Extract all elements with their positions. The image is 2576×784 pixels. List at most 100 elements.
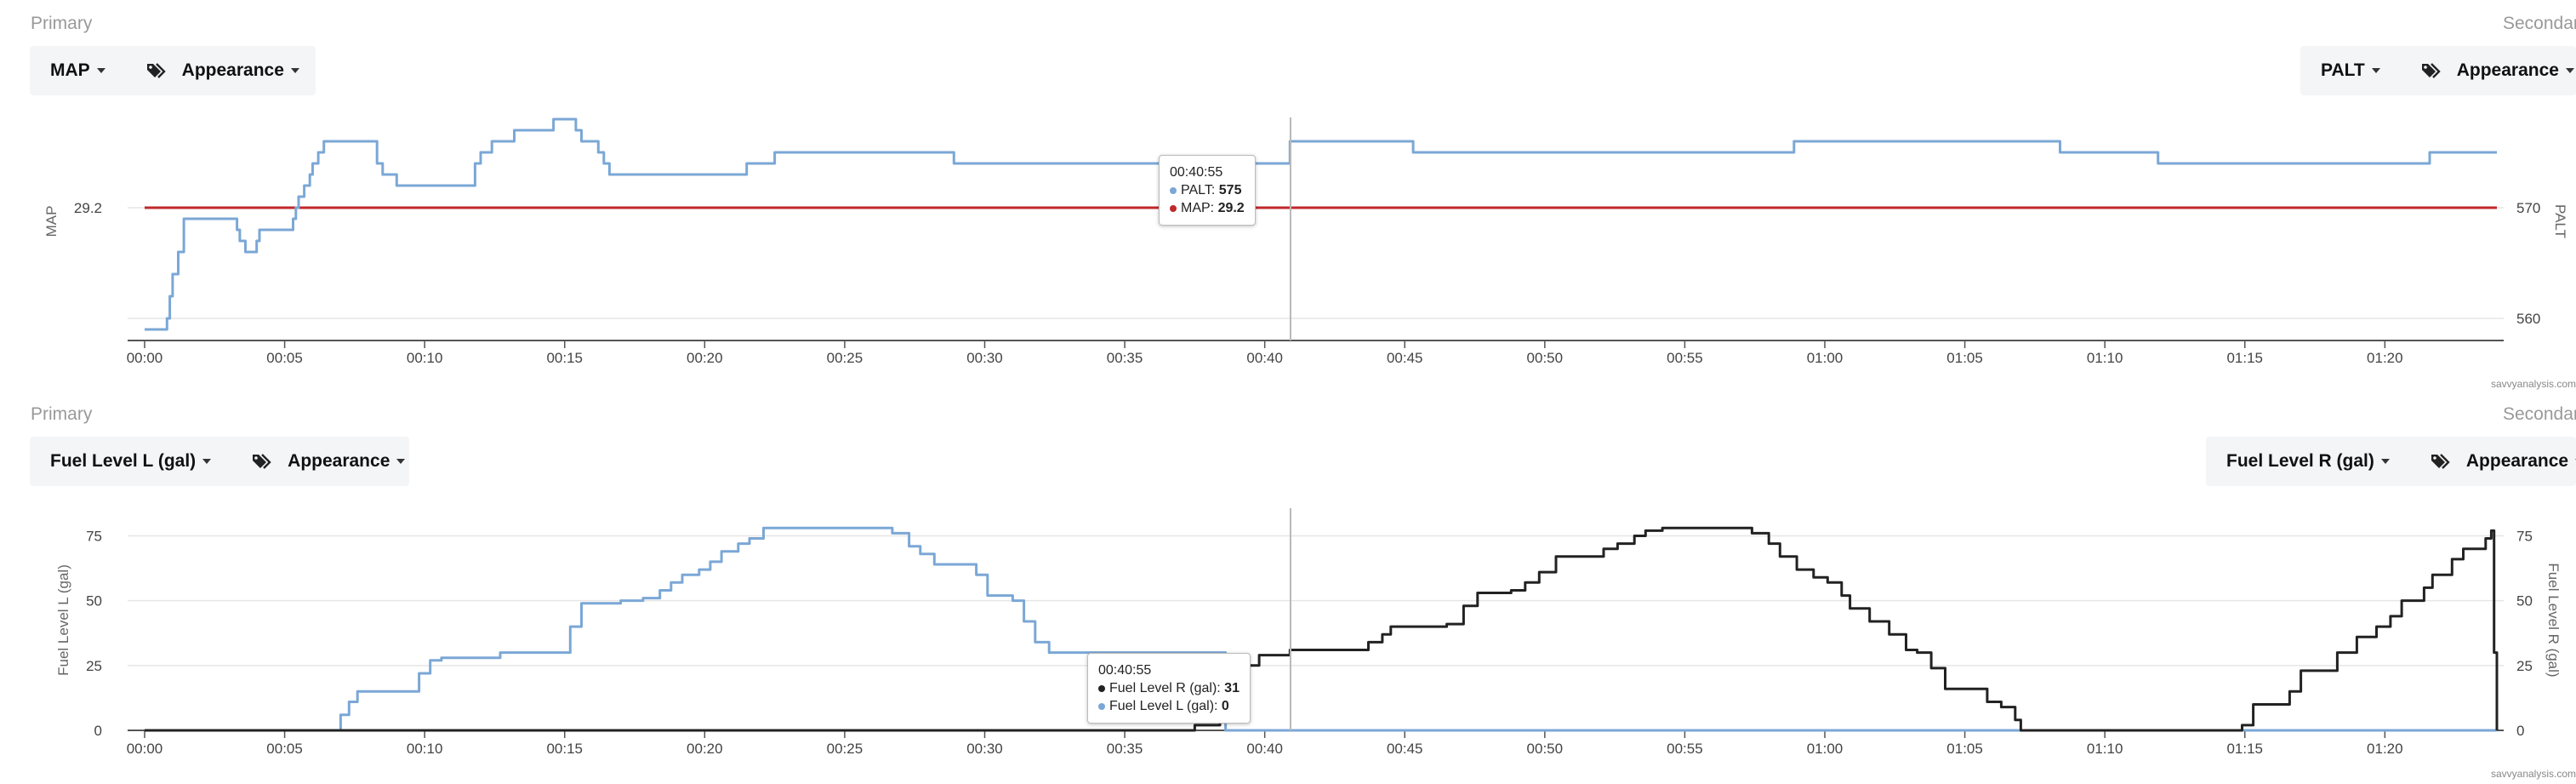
tooltip-value: 0 [1221,699,1229,713]
caret-down-icon [96,68,105,73]
series-line-fuel-level-r-gal [145,526,2499,732]
map-palt-chart[interactable]: 00:00 00:05 00:10 00:15 00:20 00:25 00:30 00:35… [0,0,2576,392]
secondary-controls: Fuel Level R (gal) Appearance [2206,437,2576,486]
primary-section-label: Primary [31,404,93,424]
credit-text[interactable]: savvyanalysis.com [2490,768,2576,780]
tooltip-row-fuel-r: Fuel Level R (gal): 31 [1098,679,1240,697]
left-axis-title: Fuel Level L (gal) [55,564,71,676]
left-tick-label: 50 [86,593,102,609]
x-tick-label: 00:45 [1387,350,1423,366]
x-tick-label: 01:05 [1946,350,1983,366]
x-tick-label: 01:10 [2087,741,2123,757]
fuel-level-chart[interactable]: 00:00 00:05 00:10 00:15 00:20 00:25 00:30 00:35… [0,391,2576,784]
series-line-fuel-level-l-gal [145,526,2497,732]
caret-down-icon [396,459,406,464]
primary-series-select[interactable]: MAP [50,60,105,81]
x-tick-label: 00:35 [1107,350,1143,366]
tooltip-time: 00:40:55 [1170,165,1223,180]
primary-appearance-label: Appearance [181,60,284,80]
right-axis-title: PALT [2552,204,2568,238]
x-tick-label: 00:35 [1107,741,1143,757]
caret-down-icon [202,459,212,464]
left-tick-label: 29.2 [74,200,102,216]
primary-series-select[interactable]: Fuel Level L (gal) [50,451,212,472]
right-axis-title: Fuel Level R (gal) [2545,563,2562,677]
x-tick-label: 01:20 [2367,350,2403,366]
primary-appearance-label: Appearance [288,451,390,471]
secondary-section-label: Secondary [2503,404,2576,424]
x-tick-label: 01:15 [2226,350,2263,366]
x-tick-label: 00:50 [1527,350,1564,366]
x-tick-label: 00:00 [127,741,163,757]
tag-icon [2431,452,2454,471]
secondary-appearance-button[interactable]: Appearance [2421,60,2574,81]
left-tick-label: 0 [94,723,102,739]
right-tick-label: 75 [2516,528,2533,544]
secondary-appearance-label: Appearance [2465,451,2569,471]
x-tick-label: 00:30 [966,741,1003,757]
x-tick-label: 00:10 [407,741,443,757]
tooltip-value: 31 [1224,681,1240,695]
tooltip-value: 29.2 [1217,201,1245,215]
credit-text[interactable]: savvyanalysis.com [2490,378,2576,390]
tooltip-time: 00:40:55 [1098,663,1152,678]
right-tick-label: 570 [2516,200,2540,216]
x-tick-label: 00:30 [966,350,1003,366]
secondary-series-select[interactable]: PALT [2321,60,2380,81]
x-tick-label: 00:20 [687,741,723,757]
right-tick-label: 50 [2516,593,2533,609]
chart-panel-map-palt: Primary Secondary MAP Appearance PALT Ap… [0,0,2576,392]
tooltip-row-map: MAP: 29.2 [1170,199,1245,217]
primary-section-label: Primary [31,14,93,33]
primary-series-select-label: Fuel Level L (gal) [50,451,197,471]
right-tick-label: 25 [2516,658,2533,674]
chart-panel-fuel: Primary Secondary Fuel Level L (gal) App… [0,391,2576,784]
right-tick-label: 0 [2516,723,2524,739]
x-tick-label: 00:25 [827,350,863,366]
tooltip-row-palt: PALT: 575 [1170,181,1245,199]
palt-dot-icon [1170,186,1177,194]
x-tick-label: 00:55 [1667,741,1703,757]
chart-tooltip: 00:40:55 PALT: 575 MAP: 29.2 [1159,155,1256,226]
x-tick-label: 00:15 [546,350,583,366]
x-tick-label: 00:25 [827,741,863,757]
primary-controls: MAP Appearance [30,46,316,95]
caret-down-icon [2371,68,2380,73]
tooltip-value: 575 [1218,183,1242,197]
x-tick-label: 01:10 [2087,350,2123,366]
x-tick-label: 01:00 [1807,741,1844,757]
tooltip-label: MAP: [1181,201,1218,215]
left-axis-title: MAP [43,206,60,237]
left-tick-label: 25 [86,658,102,674]
tooltip-label: Fuel Level R (gal): [1109,681,1225,695]
x-tick-label: 01:15 [2226,741,2263,757]
x-tick-label: 00:45 [1387,741,1423,757]
secondary-controls: PALT Appearance [2300,46,2576,95]
tag-icon [252,452,276,471]
secondary-series-select-label: Fuel Level R (gal) [2226,451,2374,471]
secondary-appearance-label: Appearance [2456,60,2559,80]
x-tick-label: 00:10 [407,350,443,366]
x-tick-label: 00:20 [687,350,723,366]
x-tick-label: 01:00 [1807,350,1844,366]
left-tick-label: 75 [86,528,102,544]
tag-icon [146,61,170,80]
secondary-appearance-button[interactable]: Appearance [2431,451,2576,472]
x-tick-label: 01:20 [2367,741,2403,757]
primary-appearance-button[interactable]: Appearance [146,60,299,81]
caret-down-icon [290,68,299,73]
primary-appearance-button[interactable]: Appearance [252,451,406,472]
fuel-r-dot-icon [1098,684,1105,692]
secondary-section-label: Secondary [2503,14,2576,33]
caret-down-icon [2380,459,2390,464]
x-tick-label: 00:50 [1527,741,1564,757]
caret-down-icon [2565,68,2574,73]
x-tick-label: 00:00 [127,350,163,366]
primary-series-select-label: MAP [50,60,90,80]
tooltip-row-fuel-l: Fuel Level L (gal): 0 [1098,697,1240,715]
secondary-series-select[interactable]: Fuel Level R (gal) [2226,451,2390,472]
x-tick-label: 00:40 [1246,350,1283,366]
fuel-l-dot-icon [1098,702,1105,710]
tag-icon [2421,61,2445,80]
primary-controls: Fuel Level L (gal) Appearance [30,437,409,486]
